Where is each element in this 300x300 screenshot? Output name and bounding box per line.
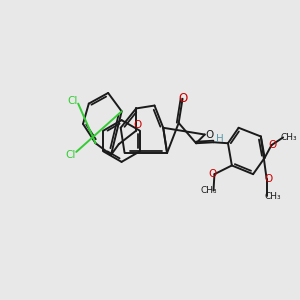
Text: O: O xyxy=(205,130,213,140)
Text: O: O xyxy=(134,120,142,130)
Text: Cl: Cl xyxy=(66,150,76,160)
Text: O: O xyxy=(208,169,216,179)
Text: O: O xyxy=(178,92,187,105)
Text: CH₃: CH₃ xyxy=(280,133,297,142)
Text: H: H xyxy=(216,134,224,144)
Text: CH₃: CH₃ xyxy=(264,192,281,201)
Text: O: O xyxy=(264,174,272,184)
Text: Cl: Cl xyxy=(68,96,78,106)
Text: CH₃: CH₃ xyxy=(201,186,218,195)
Text: O: O xyxy=(269,140,277,150)
